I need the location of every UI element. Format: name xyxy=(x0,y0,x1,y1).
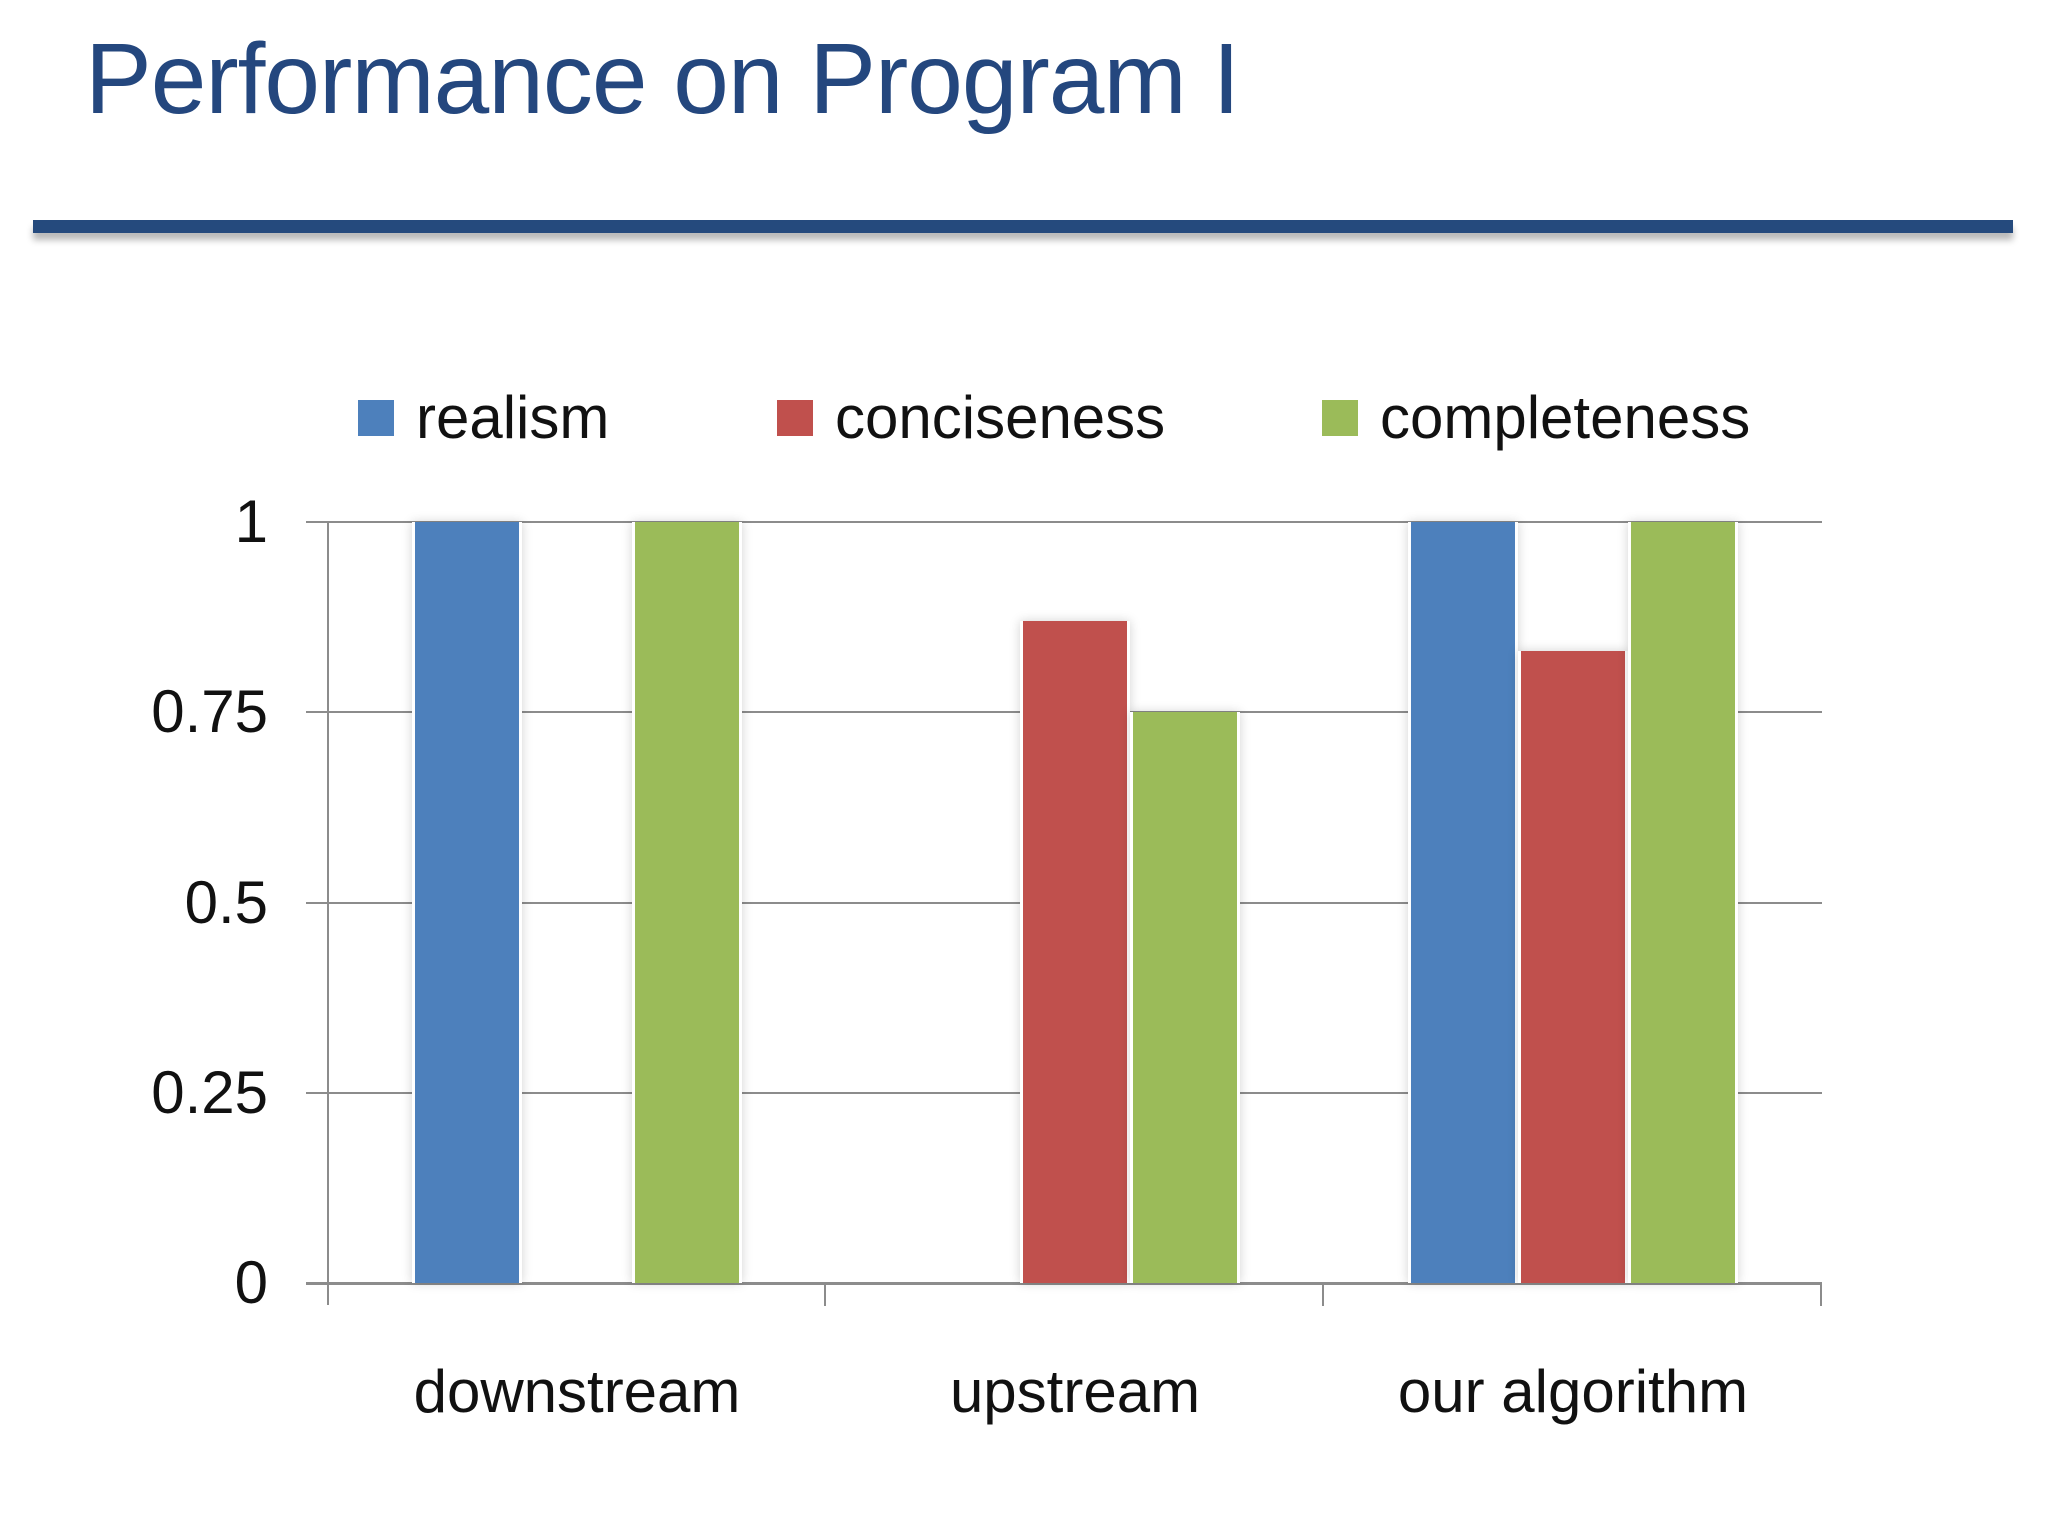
y-tick-label-0: 0 xyxy=(234,1249,268,1316)
y-axis-line xyxy=(327,522,329,1305)
y-tick-label-0.75: 0.75 xyxy=(151,678,268,745)
x-axis-tick-1 xyxy=(824,1284,826,1306)
legend-item-realism: realism xyxy=(358,384,610,451)
legend-swatch-completeness xyxy=(1322,400,1358,436)
legend-swatch-conciseness xyxy=(777,400,813,436)
y-tick-label-0.25: 0.25 xyxy=(151,1059,268,1126)
y-tick-label-0.5: 0.5 xyxy=(184,869,268,936)
bar-downstream-realism xyxy=(412,522,522,1283)
legend-label-realism: realism xyxy=(416,384,610,451)
page-title: Performance on Program I xyxy=(85,23,1240,135)
legend-item-conciseness: conciseness xyxy=(777,384,1166,451)
title-underline-rule xyxy=(33,220,2013,233)
x-category-label-upstream: upstream xyxy=(949,1358,1201,1425)
bar-downstream-completeness xyxy=(632,522,742,1283)
legend-swatch-realism xyxy=(358,400,394,436)
legend-label-completeness: completeness xyxy=(1380,384,1751,451)
y-tick-label-1: 1 xyxy=(234,488,268,555)
bar-upstream-conciseness xyxy=(1020,621,1130,1283)
bar-our-algorithm-completeness xyxy=(1628,522,1738,1283)
bar-our-algorithm-realism xyxy=(1408,522,1518,1283)
bar-upstream-completeness xyxy=(1130,712,1240,1283)
x-category-label-downstream: downstream xyxy=(413,1358,741,1425)
legend-item-completeness: completeness xyxy=(1322,384,1751,451)
legend-label-conciseness: conciseness xyxy=(835,384,1166,451)
x-axis-tick-2 xyxy=(1322,1284,1324,1306)
x-category-label-our-algorithm: our algorithm xyxy=(1397,1358,1749,1425)
bar-our-algorithm-conciseness xyxy=(1518,651,1628,1283)
x-axis-tick-3 xyxy=(1820,1284,1822,1306)
gridline-1 xyxy=(306,521,1822,523)
gridline-0 xyxy=(306,1282,1822,1285)
